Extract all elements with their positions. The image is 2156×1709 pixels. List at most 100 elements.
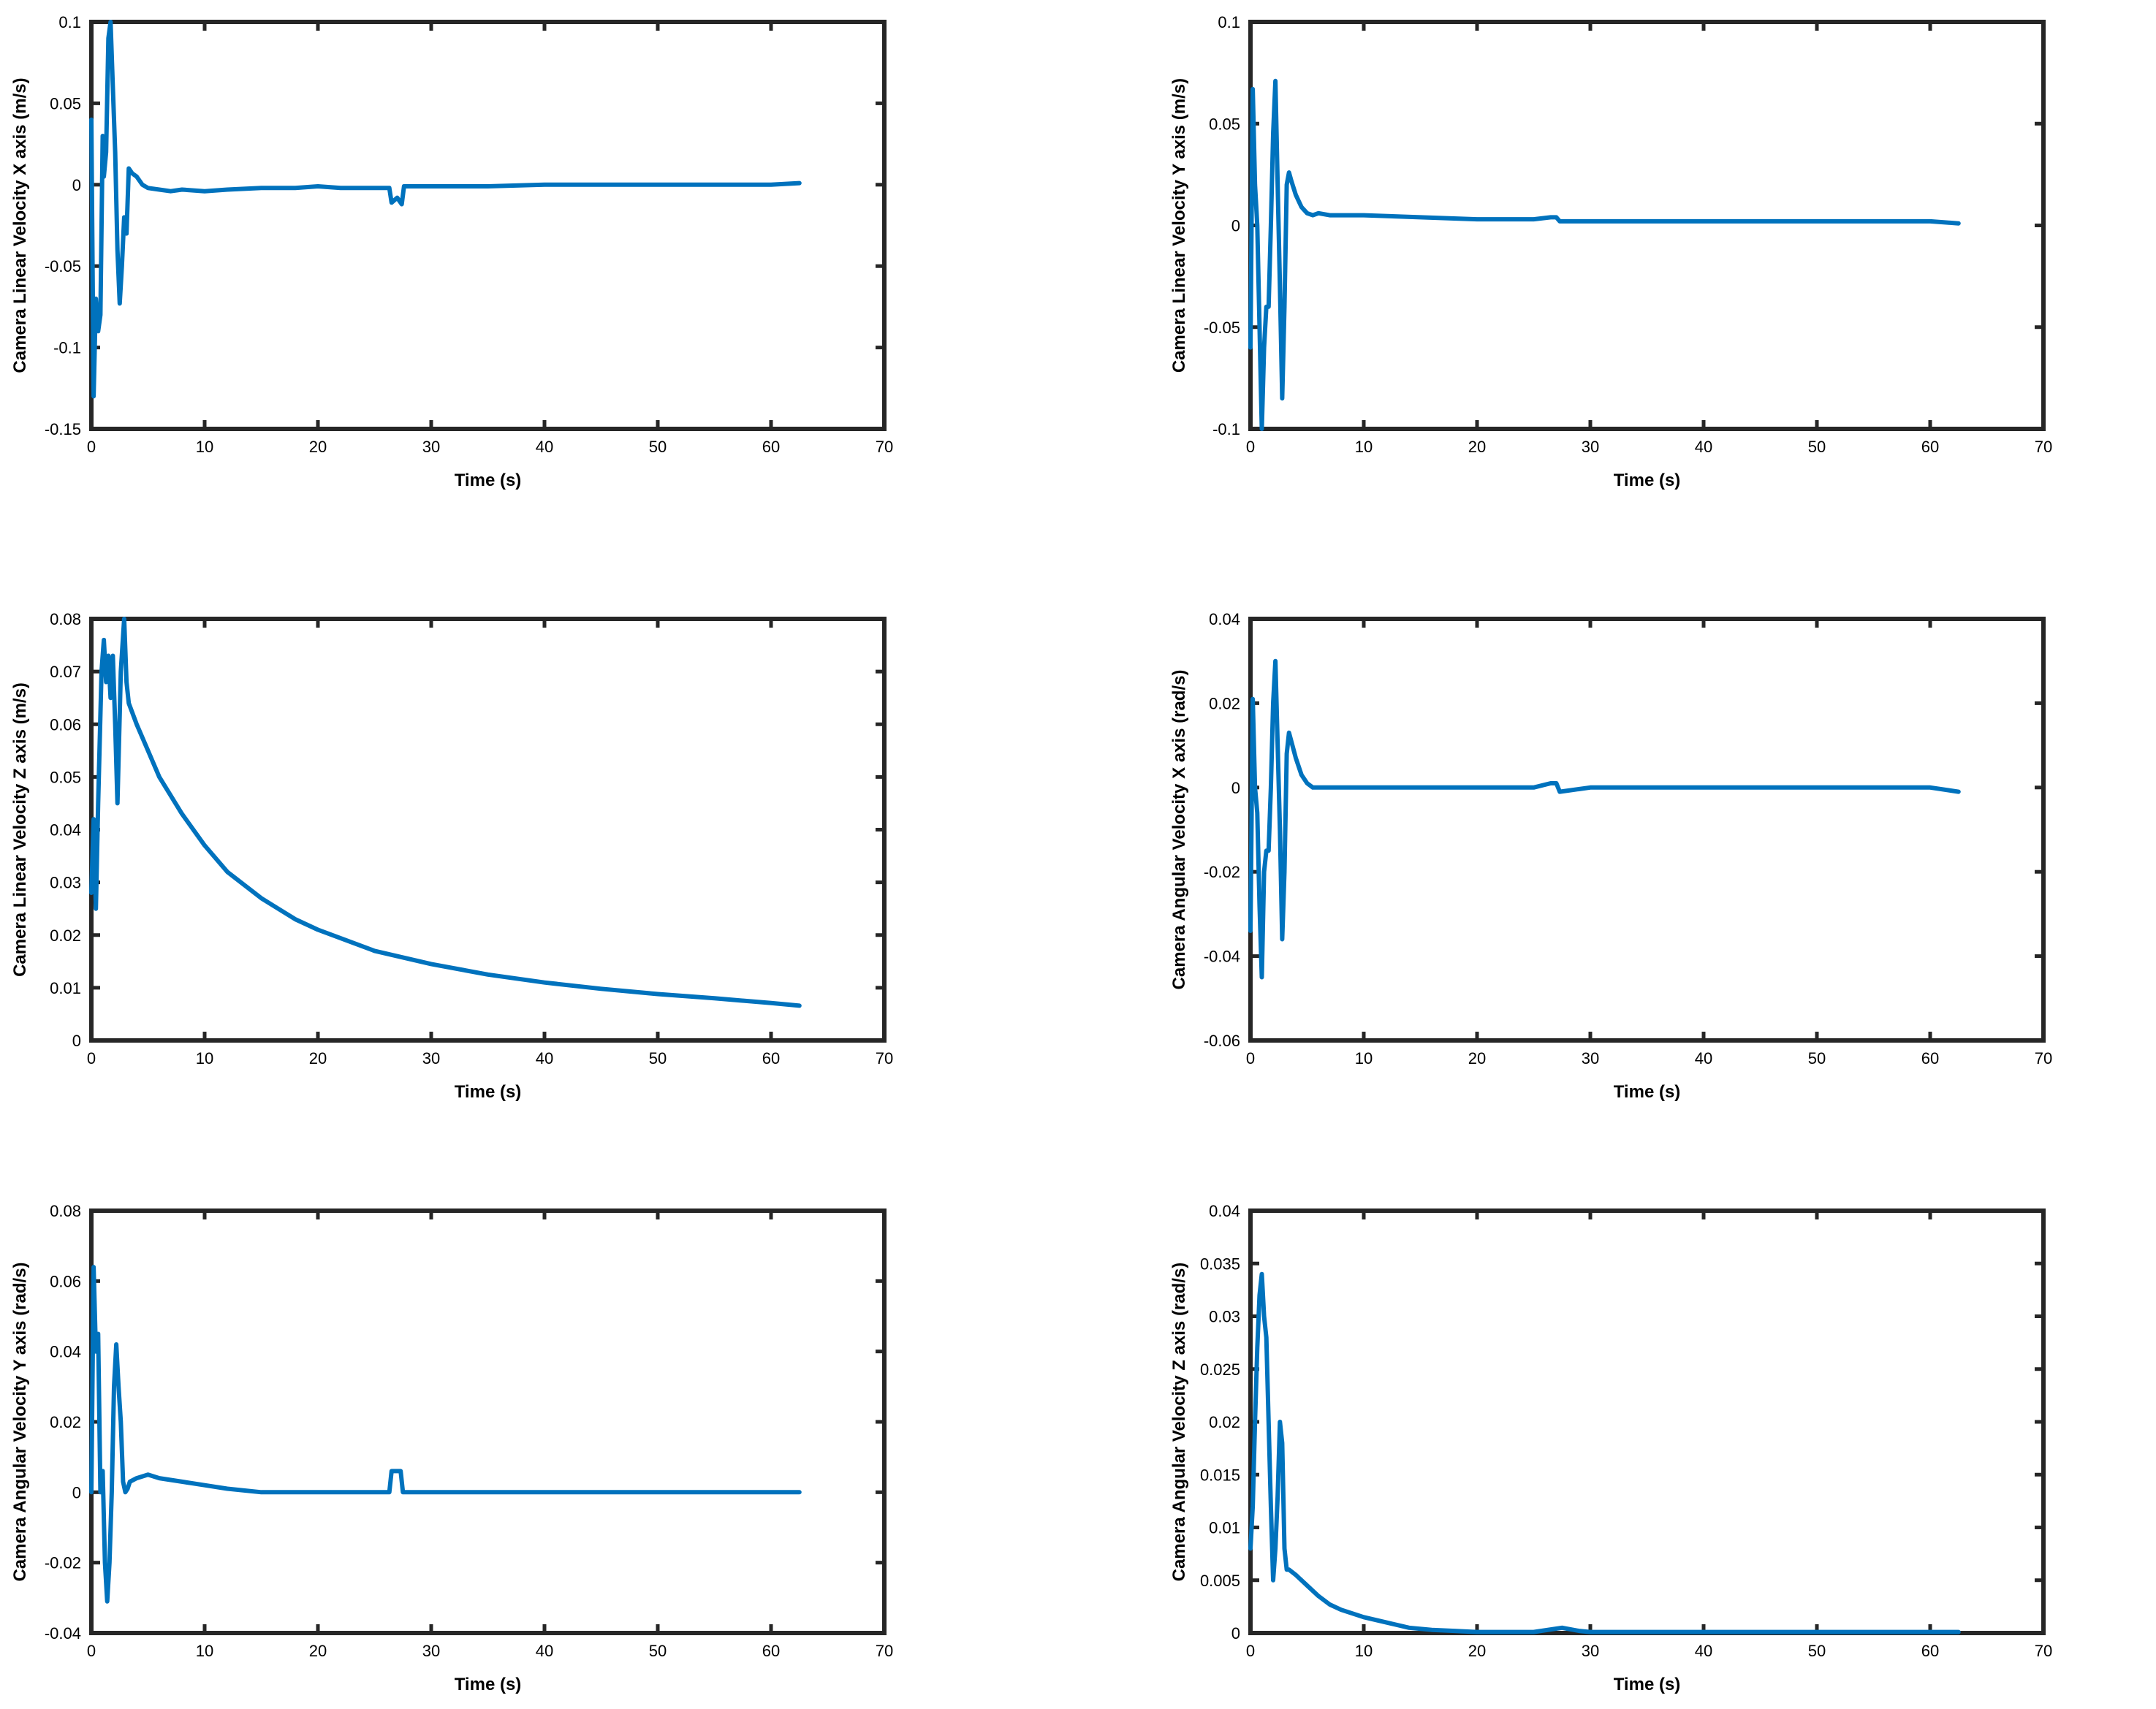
- chart2-y-axis-label: Camera Linear Velocity Y axis (m/s): [1169, 78, 1189, 373]
- chart2-y-tick-label: -0.05: [1204, 319, 1240, 337]
- chart4-y-tick-label: 0: [1231, 779, 1240, 797]
- chart5-x-tick-label: 70: [876, 1642, 893, 1660]
- chart4-y-tick-label: -0.04: [1204, 948, 1240, 966]
- chart5-y-tick-label: -0.02: [45, 1554, 81, 1572]
- chart2-y-tick-label: 0.05: [1209, 115, 1240, 133]
- chart4-x-tick-label: 30: [1582, 1049, 1599, 1067]
- chart5-series-line: [89, 1265, 802, 1604]
- subplot-angular-velocity-z: 0 10 20 30 40 50 60 70 0 0.005 0.01 0.015 0.02 0.025 0…: [1169, 1202, 2052, 1694]
- chart6-y-tick-label: 0.03: [1209, 1308, 1240, 1326]
- chart4-x-tick-label: 10: [1355, 1049, 1373, 1067]
- chart4-y-tick-label: -0.02: [1204, 863, 1240, 881]
- chart3-y-tick-label: 0.07: [50, 663, 81, 681]
- chart1-x-tick-label: 50: [649, 438, 667, 456]
- chart1-x-tick-label: 20: [309, 438, 327, 456]
- chart5-x-tick-label: 60: [762, 1642, 780, 1660]
- subplot-linear-velocity-x: 0 10 20 30 40 50 60 70 -0.15 -0.1 -0.05 0 0.05 0.1 Tim…: [10, 13, 893, 490]
- chart2-x-tick-label: 60: [1921, 438, 1939, 456]
- chart2-y-tick-label: 0.1: [1218, 13, 1240, 31]
- chart4-x-tick-label: 60: [1921, 1049, 1939, 1067]
- chart4-y-tick-label: -0.06: [1204, 1032, 1240, 1050]
- chart3-x-tick-label: 30: [422, 1049, 440, 1067]
- chart6-y-tick-label: 0.025: [1200, 1360, 1240, 1379]
- chart2-x-tick-label: 70: [2035, 438, 2052, 456]
- chart1-x-tick-label: 60: [762, 438, 780, 456]
- chart6-x-tick-label: 50: [1808, 1642, 1826, 1660]
- chart1-x-axis-label: Time (s): [455, 471, 522, 490]
- chart1-x-tick-label: 0: [87, 438, 96, 456]
- chart1-y-tick-label: -0.05: [45, 257, 81, 275]
- chart2-x-tick-label: 30: [1582, 438, 1599, 456]
- chart4-x-tick-label: 20: [1468, 1049, 1486, 1067]
- chart6-y-axis-label: Camera Angular Velocity Z axis (rad/s): [1169, 1263, 1189, 1582]
- chart5-x-tick-label: 0: [87, 1642, 96, 1660]
- chart6-y-tick-label: 0.005: [1200, 1572, 1240, 1590]
- chart1-x-tick-label: 40: [536, 438, 553, 456]
- chart6-y-tick-label: 0.02: [1209, 1413, 1240, 1431]
- chart6-x-axis-label: Time (s): [1614, 1675, 1681, 1694]
- chart3-y-tick-label: 0.01: [50, 979, 81, 997]
- chart4-x-tick-label: 40: [1695, 1049, 1712, 1067]
- chart6-x-tick-label: 60: [1921, 1642, 1939, 1660]
- chart5-y-tick-label: 0: [72, 1483, 81, 1501]
- subplot-angular-velocity-y: 0 10 20 30 40 50 60 70 -0.04 -0.02 0 0.02 0.04 0.06 0.…: [10, 1202, 893, 1694]
- chart6-x-tick-label: 70: [2035, 1642, 2052, 1660]
- chart3-y-tick-label: 0.05: [50, 768, 81, 786]
- chart4-x-tick-label: 50: [1808, 1049, 1826, 1067]
- chart3-y-tick-label: 0.04: [50, 821, 81, 840]
- chart6-plot-frame: [1248, 1209, 2046, 1635]
- chart1-x-tick-label: 10: [196, 438, 213, 456]
- chart6-y-tick-label: 0.01: [1209, 1519, 1240, 1537]
- chart6-x-tick-label: 30: [1582, 1642, 1599, 1660]
- chart3-y-tick-label: 0.06: [50, 715, 81, 734]
- subplot-linear-velocity-z: 0 10 20 30 40 50 60 70 0 0.01 0.02 0.03 0.04 0.05 0.06…: [10, 610, 893, 1102]
- chart6-y-tick-label: 0.035: [1200, 1255, 1240, 1273]
- chart5-y-tick-label: 0.08: [50, 1202, 81, 1220]
- chart3-x-tick-label: 10: [196, 1049, 213, 1067]
- chart1-x-tick-label: 70: [876, 438, 893, 456]
- chart4-series-line: [1248, 658, 1961, 980]
- subplot-linear-velocity-y: 0 10 20 30 40 50 60 70 -0.1 -0.05 0 0.05 0.1 Time (s)…: [1169, 13, 2052, 490]
- chart1-series-line: [89, 20, 802, 399]
- chart2-y-tick-label: -0.1: [1212, 420, 1240, 438]
- chart1-y-tick-label: -0.15: [45, 420, 81, 438]
- chart3-x-tick-label: 20: [309, 1049, 327, 1067]
- chart2-x-tick-label: 20: [1468, 438, 1486, 456]
- chart2-plot-frame: [1248, 20, 2046, 431]
- chart6-x-tick-label: 0: [1246, 1642, 1255, 1660]
- chart3-x-tick-label: 0: [87, 1049, 96, 1067]
- chart6-x-tick-label: 40: [1695, 1642, 1712, 1660]
- chart4-y-tick-label: 0.02: [1209, 694, 1240, 712]
- chart6-y-tick-label: 0.04: [1209, 1202, 1240, 1220]
- chart1-y-tick-label: 0: [72, 176, 81, 194]
- chart1-y-axis-label: Camera Linear Velocity X axis (m/s): [10, 77, 30, 373]
- chart3-x-tick-label: 50: [649, 1049, 667, 1067]
- chart4-plot-frame: [1248, 617, 2046, 1043]
- chart5-x-tick-label: 50: [649, 1642, 667, 1660]
- chart3-y-tick-label: 0: [72, 1032, 81, 1050]
- chart2-x-tick-label: 0: [1246, 438, 1255, 456]
- chart1-y-tick-label: 0.05: [50, 94, 81, 113]
- chart1-plot-frame: [89, 20, 887, 431]
- chart6-x-tick-label: 20: [1468, 1642, 1486, 1660]
- chart1-y-tick-label: -0.1: [53, 339, 81, 357]
- chart2-y-tick-label: 0: [1231, 217, 1240, 235]
- chart3-x-tick-label: 70: [876, 1049, 893, 1067]
- chart3-y-tick-label: 0.03: [50, 874, 81, 892]
- chart2-x-axis-label: Time (s): [1614, 471, 1681, 490]
- chart6-series-line: [1248, 1271, 1961, 1634]
- subplot-angular-velocity-x: 0 10 20 30 40 50 60 70 -0.06 -0.04 -0.02 0 0.02 0.04 T…: [1169, 610, 2052, 1102]
- chart2-x-tick-label: 10: [1355, 438, 1373, 456]
- chart5-x-tick-label: 20: [309, 1642, 327, 1660]
- chart3-x-tick-label: 40: [536, 1049, 553, 1067]
- chart3-y-tick-label: 0.08: [50, 610, 81, 628]
- chart3-x-tick-label: 60: [762, 1049, 780, 1067]
- chart5-y-tick-label: 0.06: [50, 1272, 81, 1290]
- chart4-x-axis-label: Time (s): [1614, 1082, 1681, 1102]
- chart3-series-line: [89, 617, 802, 1008]
- chart4-x-tick-label: 0: [1246, 1049, 1255, 1067]
- chart4-y-axis-label: Camera Angular Velocity X axis (rad/s): [1169, 670, 1189, 990]
- chart3-x-axis-label: Time (s): [455, 1082, 522, 1102]
- chart5-y-tick-label: 0.04: [50, 1343, 81, 1361]
